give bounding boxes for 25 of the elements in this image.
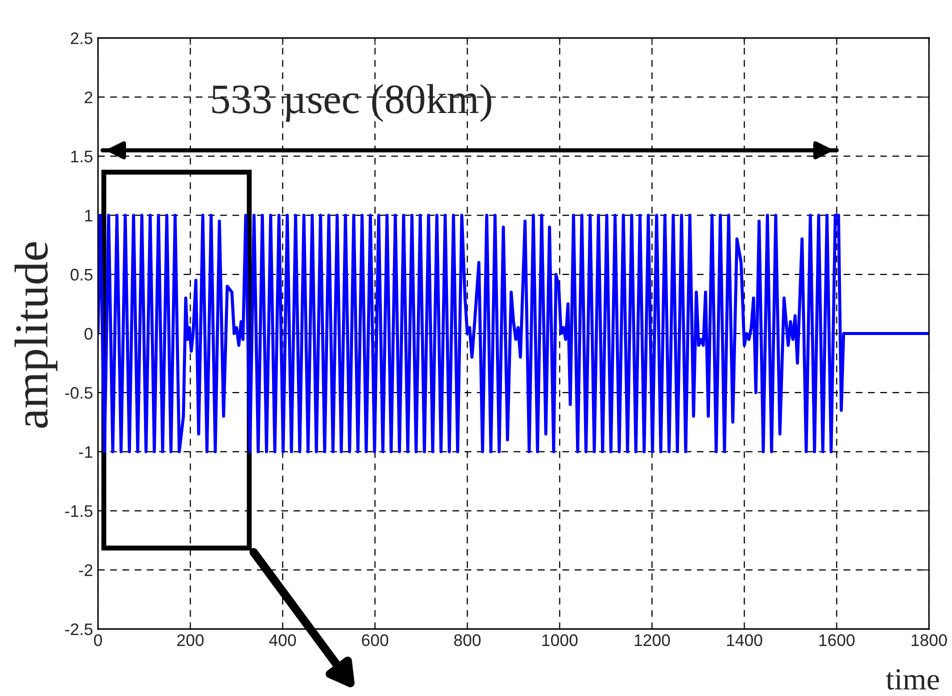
y-tick-label: 2.5 xyxy=(70,32,92,44)
x-tick-label: 1800 xyxy=(912,634,947,646)
x-tick-label: 400 xyxy=(269,634,296,646)
y-tick-label: 1 xyxy=(85,210,92,222)
x-tick-label: 1000 xyxy=(542,634,578,646)
y-tick-label: -2 xyxy=(79,564,92,576)
y-tick-label: 0.5 xyxy=(70,268,92,281)
x-tick-label: 1600 xyxy=(819,634,855,646)
x-tick-label: 200 xyxy=(177,634,204,646)
x-tick-label: 0 xyxy=(94,634,102,646)
x-tick-label: 600 xyxy=(362,634,388,646)
annotation: 533 µsec (80km) xyxy=(212,84,492,122)
x-tick-label: 800 xyxy=(454,634,481,646)
y-tick-label: 0 xyxy=(84,328,92,340)
x-tick-label: 1400 xyxy=(727,634,762,646)
x-axis-title: time xyxy=(886,669,939,690)
y-tick-label: 2 xyxy=(84,92,92,104)
line-series xyxy=(98,214,929,454)
y-tick-label: -0.5 xyxy=(65,387,92,399)
x-tick-label: 1200 xyxy=(634,634,670,646)
y-tick-label: 1.5 xyxy=(71,150,92,162)
y-axis-title: amplitude xyxy=(14,242,58,428)
y-tick-label: -2.5 xyxy=(65,623,92,636)
y-tick-label: -1.5 xyxy=(65,505,92,518)
y-tick-label: -1 xyxy=(79,446,92,458)
